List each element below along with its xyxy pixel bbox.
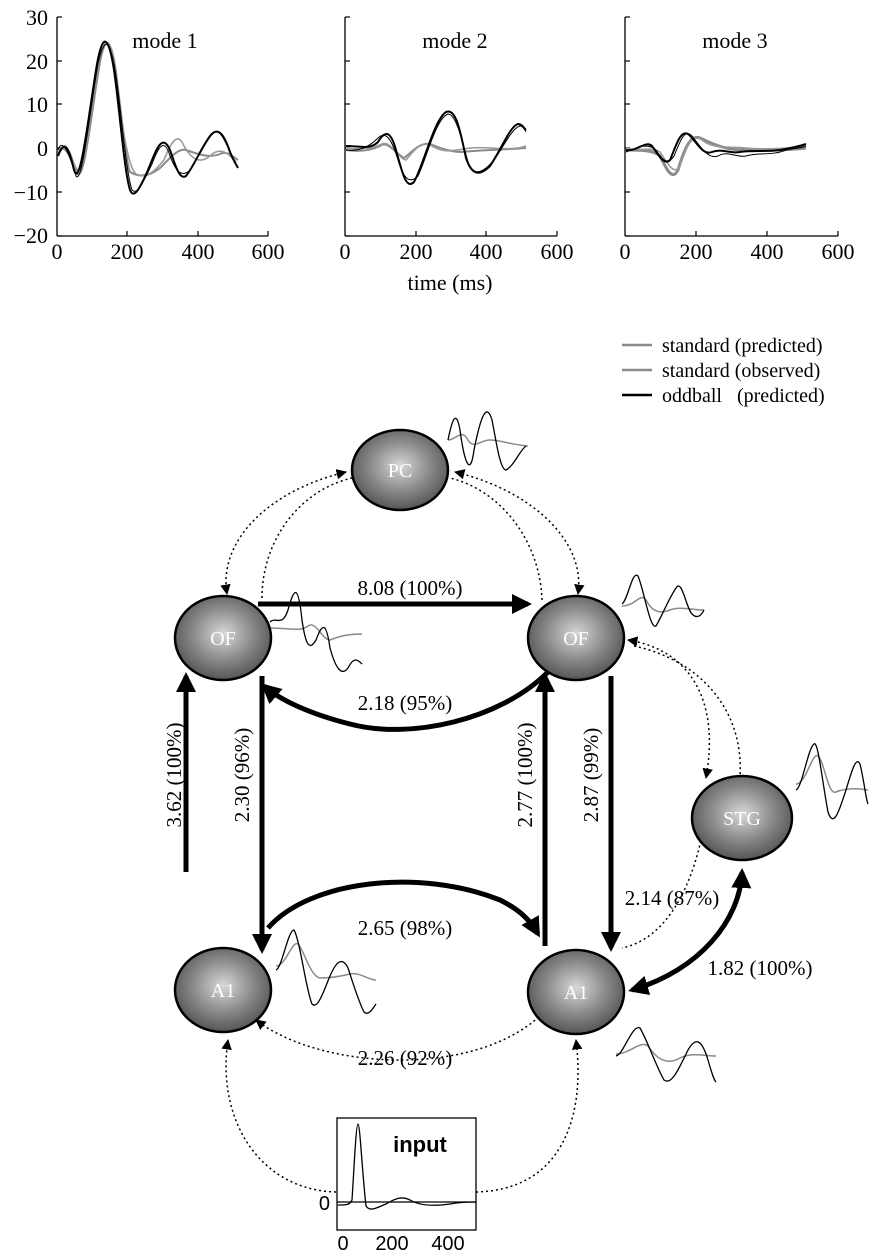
node-a1-right: A1	[526, 948, 626, 1036]
x-tick-label: 200	[111, 239, 144, 264]
waveform-a1-left	[275, 929, 377, 1014]
trace-standard-predicted	[625, 135, 807, 177]
input-x-tick: 400	[431, 1233, 464, 1255]
edge-label-ofr-a1r: 2.87 (99%)	[579, 728, 603, 822]
node-of-left: OF	[173, 594, 273, 682]
connection-ofr-pc	[453, 469, 585, 596]
trace-standard-observed	[345, 142, 527, 161]
node-label: OF	[210, 628, 236, 650]
network-diagram: 8.08 (100%) 2.18 (95%) 3.62 (100%) 2.30 …	[162, 411, 869, 1255]
edge-label-ofl-a1l: 2.30 (96%)	[230, 728, 254, 822]
input-x-tick: 0	[337, 1233, 348, 1255]
connection-a1r-stg	[628, 868, 752, 996]
node-label: A1	[564, 982, 588, 1004]
edge-labels: 8.08 (100%) 2.18 (95%) 3.62 (100%) 2.30 …	[162, 576, 812, 1070]
x-tick-label: 400	[751, 239, 784, 264]
x-tick-label: 0	[340, 239, 351, 264]
dotted-connections	[220, 469, 741, 1193]
legend-label: standard (predicted)	[662, 335, 822, 357]
waveform-stg	[795, 743, 869, 820]
node-label: STG	[723, 808, 761, 830]
connection-a1r-a1l-dotted	[255, 1009, 547, 1061]
trace-oddball-thin	[345, 113, 527, 181]
y-tick-label: 10	[26, 92, 48, 117]
trace-standard-observed	[625, 137, 807, 171]
node-label: A1	[211, 980, 235, 1002]
panel-mode-2: mode 2 0 200 400 600 time (ms)	[340, 16, 574, 295]
panel-title: mode 1	[132, 28, 197, 53]
trace-oddball-thin	[57, 43, 237, 192]
x-tick-label: 200	[400, 239, 433, 264]
legend-label: oddball (predicted)	[662, 385, 825, 407]
connection-a1l-a1r	[266, 879, 541, 938]
node-pc: PC	[350, 428, 450, 512]
edge-label-ofr-ofl: 2.18 (95%)	[358, 691, 452, 715]
x-tick-label: 200	[680, 239, 713, 264]
y-tick-label: 30	[26, 5, 48, 30]
x-tick-label: 600	[822, 239, 855, 264]
y-tick-labels: 30 20 10 0 −10 −20	[14, 5, 48, 248]
node-waveforms	[269, 411, 869, 1083]
y-tick-label: −20	[14, 223, 48, 248]
x-tick-label: 400	[182, 239, 215, 264]
y-tick-label: −10	[14, 180, 48, 205]
edge-label-a1r-stg: 1.82 (100%)	[708, 956, 813, 980]
waveform-of-right	[621, 574, 705, 627]
y-tick-label: 20	[26, 49, 48, 74]
x-tick-label: 400	[470, 239, 503, 264]
input-y-tick: 0	[319, 1193, 330, 1215]
connection-input-a1l	[221, 1038, 337, 1193]
waveform-of-left	[269, 591, 363, 672]
node-label: PC	[388, 460, 412, 482]
edge-label-a1r-ofr: 2.77 (100%)	[513, 723, 537, 828]
edge-label-stg-a1r: 2.14 (87%)	[625, 886, 719, 910]
connection-ofl-pc	[220, 469, 348, 596]
connection-ofl-pc-2	[261, 477, 353, 599]
x-tick-label: 0	[52, 239, 63, 264]
connection-input-a1r	[475, 1038, 583, 1193]
connection-ofr-pc-2	[449, 477, 543, 601]
panel-title: mode 2	[422, 28, 487, 53]
y-tick-label: 0	[37, 136, 48, 161]
x-axis-label: time (ms)	[408, 270, 493, 295]
node-stg: STG	[690, 774, 794, 862]
trace-oddball-thin	[625, 133, 807, 162]
panel-title: mode 3	[702, 28, 767, 53]
edge-label-ofl-ofr: 8.08 (100%)	[358, 576, 463, 600]
panel-mode-3: mode 3 0 200 400 600	[620, 16, 855, 264]
x-tick-label: 600	[252, 239, 285, 264]
legend: standard (predicted) standard (observed)…	[622, 335, 825, 407]
edge-label-a1l-a1r: 2.65 (98%)	[358, 916, 452, 940]
connection-ofr-stg	[626, 636, 713, 780]
waveform-a1-right	[615, 1027, 717, 1083]
edge-label-a1r-a1l: 2.26 (92%)	[358, 1046, 452, 1070]
input-x-tick: 200	[375, 1233, 408, 1255]
trace-standard-predicted	[57, 42, 239, 177]
trace-oddball-predicted	[57, 40, 239, 195]
legend-label: standard (observed)	[662, 360, 820, 382]
edge-label-a1l-ofl-actual: 3.62 (100%)	[162, 723, 186, 828]
trace-standard-observed	[57, 42, 237, 177]
node-of-right: OF	[526, 594, 626, 682]
x-tick-label: 600	[541, 239, 574, 264]
waveform-pc	[447, 411, 529, 471]
input-panel: input 0 0 200 400	[319, 1117, 477, 1255]
connection-ofr-ofl	[260, 670, 550, 732]
node-a1-left: A1	[173, 946, 273, 1034]
input-title: input	[393, 1132, 447, 1157]
input-trace	[337, 1123, 477, 1210]
mode-panels: 30 20 10 0 −10 −20 mode 1 0 200 400 600	[14, 5, 855, 295]
panel-mode-1: mode 1 0 200 400 600	[52, 16, 285, 264]
thick-connections	[176, 594, 752, 996]
connection-ofr-stg-2	[633, 645, 741, 777]
node-label: OF	[563, 628, 589, 650]
nodes: PC OF OF STG A1 A1	[173, 428, 794, 1036]
x-tick-label: 0	[620, 239, 631, 264]
